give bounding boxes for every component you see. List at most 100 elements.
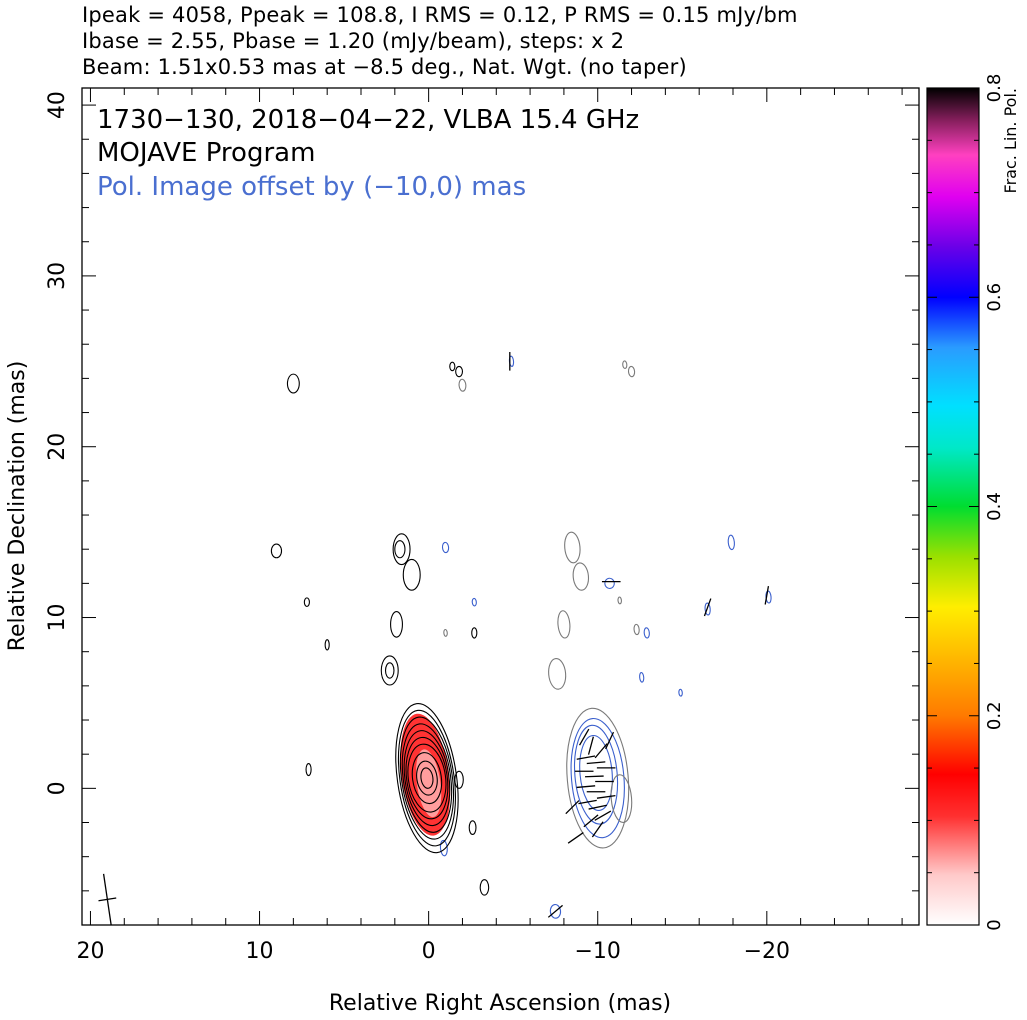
polarization-contour	[458, 378, 467, 392]
polarization-contour	[570, 717, 625, 839]
stokes-i-contour	[380, 655, 399, 686]
evpa-vector	[703, 598, 712, 617]
y-tick-label: 0	[45, 781, 70, 795]
polarization-contour	[443, 628, 448, 637]
header-line-2: Ibase = 2.55, Pbase = 1.20 (mJy/beam), s…	[82, 29, 625, 53]
polarization-contour	[573, 724, 619, 825]
polarization-contour	[604, 577, 615, 590]
header-line-1: Ipeak = 4058, Ppeak = 108.8, I RMS = 0.1…	[82, 3, 798, 27]
stokes-i-core-contour	[407, 743, 447, 813]
polarization-contour	[704, 602, 711, 616]
stokes-i-contour	[454, 770, 464, 789]
x-tick-label: 10	[246, 939, 274, 964]
stokes-i-contour	[270, 543, 283, 559]
program-annotation: MOJAVE Program	[97, 138, 315, 168]
stokes-i-core-contour	[401, 723, 453, 833]
evpa-vector	[594, 810, 612, 821]
polarization-contour	[564, 531, 581, 564]
polarization-contour	[643, 627, 650, 639]
y-tick-label: 10	[45, 604, 70, 632]
x-axis-label: Relative Right Ascension (mas)	[329, 991, 671, 1016]
evpa-vector	[567, 832, 584, 844]
stokes-i-contour	[303, 597, 310, 607]
source-annotation: 1730−130, 2018−04−22, VLBA 15.4 GHz	[97, 105, 639, 135]
evpa-vector	[596, 794, 616, 799]
evpa-vector	[576, 785, 596, 789]
evpa-vector	[578, 799, 597, 805]
x-tick-label: 0	[422, 939, 436, 964]
beam-cross	[98, 873, 117, 925]
colorbar-tick-label: 0.4	[984, 492, 1005, 521]
x-tick-label: −10	[575, 939, 621, 964]
polarization-contour	[633, 623, 640, 636]
stokes-i-contour	[449, 361, 456, 372]
stokes-i-core-contour	[399, 716, 455, 840]
stokes-i-core-contour	[397, 709, 456, 847]
evpa-vector	[578, 728, 590, 746]
polarization-contours	[439, 355, 772, 919]
stokes-i-contour	[305, 763, 312, 777]
stokes-i-core-contour	[416, 760, 438, 796]
y-tick-label: 30	[45, 262, 70, 290]
evpa-vector	[576, 755, 596, 760]
polarization-contour	[617, 596, 622, 605]
x-tick-label: 20	[76, 939, 104, 964]
polarization-contour	[639, 671, 645, 683]
evpa-vector	[764, 586, 770, 605]
y-axis-label: Relative Declination (mas)	[5, 361, 30, 652]
polarization-contour	[439, 839, 448, 857]
evpa-vector	[586, 761, 606, 765]
stokes-i-contour	[402, 558, 421, 591]
stokes-i-contour	[384, 662, 395, 679]
polarization-contour	[678, 688, 683, 697]
axis-ticks	[82, 88, 919, 926]
evpa-vector	[588, 804, 607, 810]
evpa-vectors	[509, 352, 770, 918]
stokes-i-contour	[390, 611, 403, 638]
evpa-vector	[594, 743, 608, 759]
stokes-i-core-contour	[411, 752, 443, 805]
colorbar-tick-label: 0.6	[984, 283, 1005, 312]
polarization-contour	[549, 903, 562, 919]
colorbar-tick-label: 0	[984, 919, 1005, 930]
colorbar-tick-label: 0.8	[984, 74, 1005, 103]
colorbar-label: Frac. Lin. Pol.	[1001, 88, 1020, 193]
stokes-i-core-contour	[420, 767, 434, 789]
polarization-contour	[622, 360, 628, 370]
polarization-contour	[441, 541, 450, 554]
polarization-contour	[727, 534, 735, 551]
evpa-vector	[585, 775, 604, 778]
offset-annotation: Pol. Image offset by (−10,0) mas	[97, 172, 526, 202]
evpa-vector	[547, 904, 563, 918]
stokes-i-contours	[270, 361, 490, 896]
stokes-i-contour	[471, 627, 478, 639]
polarization-contour	[572, 562, 590, 591]
colorbar-ticks: 0 0.2 0.4 0.6 0.8	[927, 74, 1005, 931]
stokes-i-contour	[468, 820, 477, 836]
stokes-i-contour	[479, 879, 490, 896]
evpa-vector	[583, 814, 599, 828]
evpa-vector	[591, 821, 604, 838]
header-line-3: Beam: 1.51x0.53 mas at −8.5 deg., Nat. W…	[82, 55, 687, 79]
y-tick-label: 40	[45, 91, 70, 119]
stokes-i-contour	[455, 365, 464, 378]
polarization-contour	[610, 774, 633, 823]
stokes-i-core-contour	[405, 736, 449, 820]
polarization-contour	[548, 658, 567, 690]
x-tick-label: −20	[744, 939, 790, 964]
polarization-contour	[471, 597, 477, 607]
beam-minor-axis	[98, 897, 117, 902]
stokes-i-contour	[394, 540, 406, 559]
y-tick-label: 20	[45, 433, 70, 461]
stokes-i-contour	[324, 639, 330, 651]
stokes-i-contour	[286, 373, 300, 394]
evpa-vector	[587, 736, 594, 755]
evpa-vector	[605, 731, 615, 750]
colorbar-tick-label: 0.2	[984, 701, 1005, 730]
polarization-contour	[557, 610, 571, 639]
polarization-contour	[566, 707, 630, 849]
polarization-contour	[627, 365, 636, 378]
stokes-i-contour	[392, 533, 411, 566]
plot-frame	[81, 87, 920, 926]
